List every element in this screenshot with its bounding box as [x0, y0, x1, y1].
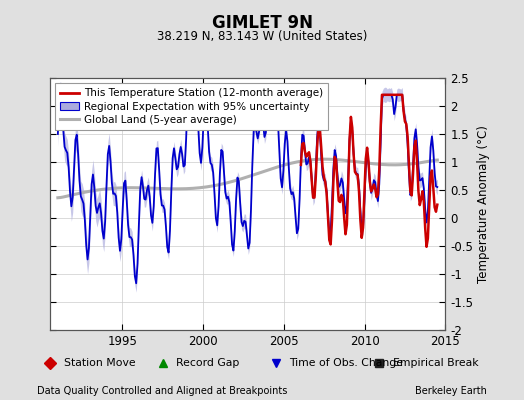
Legend: This Temperature Station (12-month average), Regional Expectation with 95% uncer: This Temperature Station (12-month avera… [55, 83, 329, 130]
Text: Berkeley Earth: Berkeley Earth [416, 386, 487, 396]
Text: Record Gap: Record Gap [177, 358, 240, 368]
Text: Data Quality Controlled and Aligned at Breakpoints: Data Quality Controlled and Aligned at B… [37, 386, 287, 396]
Y-axis label: Temperature Anomaly (°C): Temperature Anomaly (°C) [477, 125, 490, 283]
Text: Time of Obs. Change: Time of Obs. Change [289, 358, 403, 368]
Text: 38.219 N, 83.143 W (United States): 38.219 N, 83.143 W (United States) [157, 30, 367, 43]
Text: Empirical Break: Empirical Break [392, 358, 478, 368]
Text: Station Move: Station Move [64, 358, 135, 368]
Text: GIMLET 9N: GIMLET 9N [212, 14, 312, 32]
